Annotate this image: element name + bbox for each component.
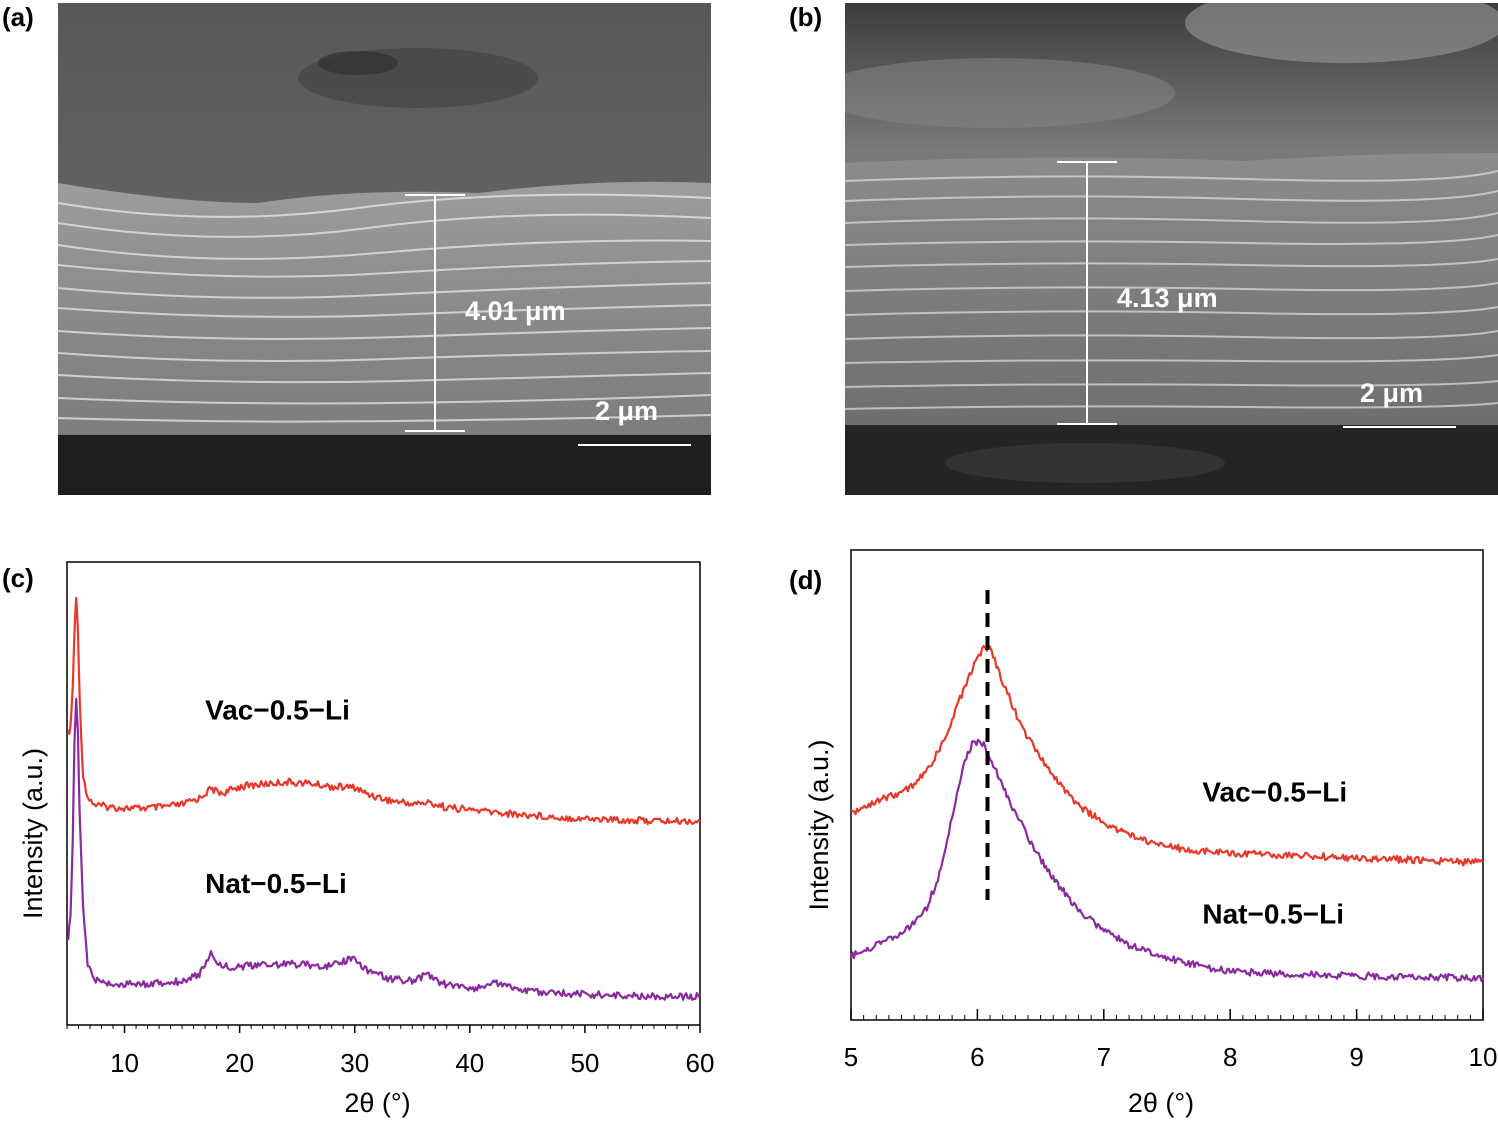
panel-a-label: (a) bbox=[2, 2, 34, 32]
chart-d-xtick-label: 7 bbox=[1097, 1042, 1111, 1072]
sem-a-layers bbox=[58, 193, 711, 423]
chart-d-ylabel: Intensity (a.u.) bbox=[804, 739, 834, 910]
chart-d-xtick-label: 9 bbox=[1349, 1042, 1363, 1072]
sem-b-thickness-bar bbox=[1057, 161, 1117, 425]
sem-image-a bbox=[58, 3, 711, 495]
sem-b-layers bbox=[845, 170, 1498, 410]
panel-b-label: (b) bbox=[789, 2, 823, 32]
chart-c-series-vac-label: Vac−0.5−Li bbox=[205, 694, 350, 725]
chart-d-series-nat-label: Nat−0.5−Li bbox=[1202, 899, 1344, 930]
panel-d-label: (d) bbox=[789, 565, 823, 595]
chart-c-xtick-label: 40 bbox=[455, 1048, 484, 1078]
chart-c-series-nat-line bbox=[67, 697, 701, 1001]
chart-c-series-nat-label: Nat−0.5−Li bbox=[205, 868, 347, 899]
chart-d-xtick-label: 8 bbox=[1223, 1042, 1237, 1072]
sem-a-thickness-label: 4.01 μm bbox=[465, 296, 566, 326]
chart-d-xlabel: 2θ (°) bbox=[1128, 1088, 1194, 1118]
chart-d-series-vac-label: Vac−0.5−Li bbox=[1202, 776, 1347, 807]
chart-c-frame bbox=[66, 561, 701, 1026]
sem-b-graphic bbox=[845, 3, 1498, 495]
chart-c-xtick-label: 20 bbox=[225, 1048, 254, 1078]
chart-c-ylabel: Intensity (a.u.) bbox=[18, 748, 48, 919]
chart-c-xlabel: 2θ (°) bbox=[344, 1088, 410, 1118]
chart-c-xtick-label: 30 bbox=[340, 1048, 369, 1078]
chart-d-xtick-label: 5 bbox=[844, 1042, 858, 1072]
chart-d-series-vac-line bbox=[850, 643, 1484, 867]
sem-a-scale-label: 2 μm bbox=[595, 396, 659, 426]
chart-c-xtick-label: 60 bbox=[686, 1048, 715, 1078]
sem-b-thickness-label: 4.13 μm bbox=[1117, 283, 1218, 313]
panel-c-label: (c) bbox=[2, 563, 34, 593]
chart-c-xtick-label: 10 bbox=[110, 1048, 139, 1078]
sem-a-thickness-bar bbox=[405, 194, 465, 432]
chart-d-xtick-label: 10 bbox=[1469, 1042, 1498, 1072]
chart-d-xtick-label: 6 bbox=[970, 1042, 984, 1072]
sem-image-b bbox=[845, 3, 1498, 495]
chart-c-xtick-label: 50 bbox=[570, 1048, 599, 1078]
chart-c-series-vac-line bbox=[67, 596, 701, 826]
sem-b-scale-label: 2 μm bbox=[1360, 378, 1424, 408]
chart-d-frame bbox=[850, 549, 1484, 1021]
chart-d-series-nat-line bbox=[849, 738, 1485, 983]
sem-a-graphic bbox=[58, 3, 711, 495]
